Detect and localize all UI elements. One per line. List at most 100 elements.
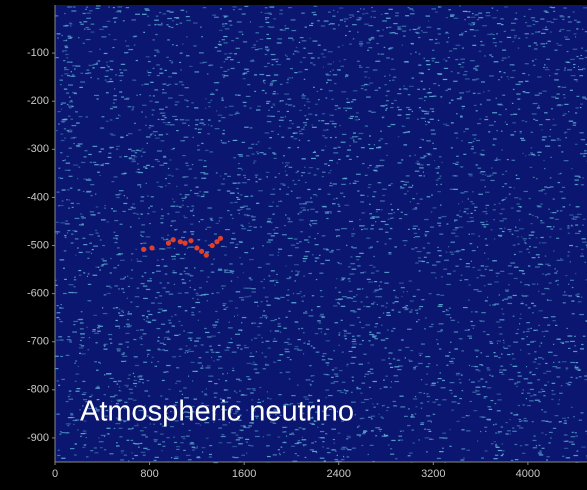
noise-hit [489,305,490,306]
noise-hit [353,38,354,39]
noise-hit [119,91,122,92]
noise-hit [395,458,397,459]
noise-hit [172,44,174,45]
noise-hit [308,107,310,108]
noise-hit [471,17,476,18]
noise-hit [71,10,76,11]
noise-hit [454,189,458,190]
noise-hit [153,131,158,132]
noise-hit [179,356,182,357]
noise-hit [263,81,264,82]
noise-hit [307,189,310,190]
noise-hit [436,261,440,262]
noise-hit [156,16,159,17]
noise-hit [204,328,207,329]
noise-hit [350,116,354,117]
noise-hit [523,404,525,405]
noise-hit [486,15,491,16]
noise-hit [145,10,150,11]
noise-hit [310,38,311,39]
noise-hit [451,320,455,321]
noise-hit [254,302,258,303]
noise-hit [163,156,166,157]
noise-hit [556,339,560,340]
noise-hit [300,231,303,232]
noise-hit [365,175,368,176]
noise-hit [181,198,186,199]
noise-hit [419,147,421,148]
noise-hit [472,146,474,147]
noise-hit [337,455,338,456]
noise-hit [260,281,263,282]
noise-hit [88,65,91,66]
noise-hit [419,167,424,168]
noise-hit [433,148,437,149]
noise-hit [65,223,70,224]
noise-hit [63,60,65,61]
noise-hit [429,293,432,294]
noise-hit [541,293,545,294]
noise-hit [114,242,117,243]
noise-hit [533,119,535,120]
noise-hit [417,203,420,204]
noise-hit [256,203,258,204]
noise-hit [496,130,497,131]
noise-hit [527,25,532,26]
noise-hit [439,323,444,324]
noise-hit [194,193,198,194]
noise-hit [141,111,143,112]
noise-hit [393,77,396,78]
noise-hit [217,359,220,360]
noise-hit [471,233,475,234]
noise-hit [110,119,113,120]
noise-hit [286,175,288,176]
noise-hit [542,448,545,449]
noise-hit [163,13,166,14]
noise-hit [520,131,522,132]
noise-hit [283,155,285,156]
noise-hit [424,96,427,97]
noise-hit [533,362,537,363]
noise-hit [560,191,563,192]
noise-hit [106,81,109,82]
noise-hit [374,326,377,327]
noise-hit [294,264,299,265]
noise-hit [223,36,227,37]
noise-hit [469,11,470,12]
noise-hit [199,52,204,53]
noise-hit [238,443,243,444]
noise-hit [146,321,148,322]
noise-hit [472,45,476,46]
noise-hit [315,261,317,262]
noise-hit [65,54,69,55]
noise-hit [574,79,578,80]
noise-hit [146,316,148,317]
noise-hit [289,167,293,168]
noise-hit [498,357,500,358]
noise-hit [180,442,183,443]
noise-hit [545,434,546,435]
noise-hit [379,140,381,141]
noise-hit [303,295,305,296]
noise-hit [210,94,214,95]
noise-hit [218,270,223,271]
noise-hit [75,255,76,256]
noise-hit [154,55,156,56]
noise-hit [211,272,215,273]
noise-hit [436,294,439,295]
noise-hit [320,296,323,297]
noise-hit [123,292,125,293]
noise-hit [107,65,108,66]
noise-hit [338,206,340,207]
noise-hit [280,372,283,373]
noise-hit [372,381,376,382]
noise-hit [362,13,365,14]
noise-hit [198,129,199,130]
noise-hit [331,250,334,251]
noise-hit [137,288,140,289]
noise-hit [237,347,239,348]
noise-hit [124,195,125,196]
noise-hit [514,197,518,198]
noise-hit [314,151,315,152]
noise-hit [510,64,514,65]
